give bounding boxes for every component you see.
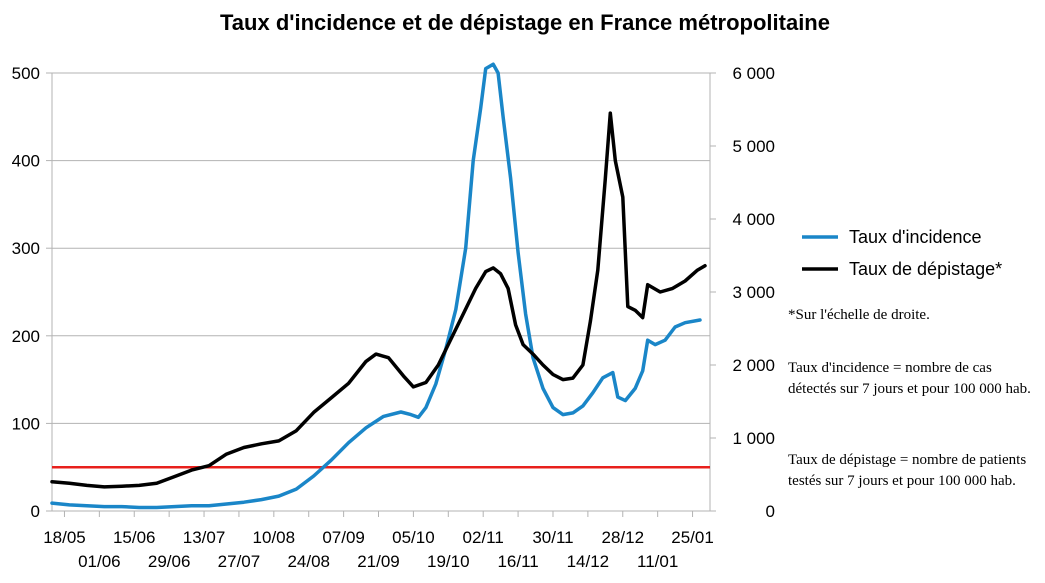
x-tick-label: 05/10 <box>392 528 435 547</box>
x-tick-label: 25/01 <box>671 528 714 547</box>
testing-definition: Taux de dépistage = nombre de patients t… <box>788 452 1027 489</box>
y-left-tick-label: 400 <box>12 152 40 171</box>
y-right-tick-label: 2 000 <box>732 356 775 375</box>
x-tick-label: 21/09 <box>357 552 400 571</box>
y-right-tick-label: 4 000 <box>732 210 775 229</box>
series-line <box>50 62 702 510</box>
y-right-tick-label: 5 000 <box>732 137 775 156</box>
x-tick-label: 18/05 <box>43 528 86 547</box>
y-right-tick-label: 1 000 <box>732 429 775 448</box>
y-right-tick-label: 6 000 <box>732 64 775 83</box>
x-tick-label: 19/10 <box>427 552 470 571</box>
x-tick-label: 15/06 <box>113 528 156 547</box>
x-tick-label: 30/11 <box>532 528 573 547</box>
incidence-definition: Taux d'incidence = nombre de cas détecté… <box>788 360 1031 397</box>
x-tick-label: 11/01 <box>637 552 678 571</box>
series-line <box>50 111 707 489</box>
x-tick-label: 24/08 <box>287 552 330 571</box>
x-tick-label: 29/06 <box>148 552 191 571</box>
x-tick-label: 10/08 <box>253 528 296 547</box>
x-tick-label: 07/09 <box>322 528 365 547</box>
x-tick-label: 02/11 <box>463 528 504 547</box>
x-tick-label: 28/12 <box>601 528 644 547</box>
x-tick-label: 01/06 <box>78 552 121 571</box>
legend-label: Taux de dépistage* <box>849 259 1002 279</box>
x-tick-label: 14/12 <box>567 552 610 571</box>
y-left-tick-label: 200 <box>12 327 40 346</box>
y-right-tick-label: 0 <box>766 502 775 521</box>
y-right-tick-label: 3 000 <box>732 283 775 302</box>
y-left-tick-label: 100 <box>12 414 40 433</box>
x-tick-label: 13/07 <box>183 528 226 547</box>
legend: Taux d'incidence Taux de dépistage* <box>802 227 1002 279</box>
y-left-tick-label: 300 <box>12 239 40 258</box>
y-left-tick-label: 0 <box>31 502 40 521</box>
y-left-tick-label: 500 <box>12 64 40 83</box>
legend-label: Taux d'incidence <box>849 227 982 247</box>
x-tick-label: 16/11 <box>497 552 538 571</box>
scale-note: *Sur l'échelle de droite. <box>788 307 930 323</box>
x-tick-label: 27/07 <box>218 552 261 571</box>
series-layer <box>50 62 707 510</box>
axes: 0 100 200 300 400 500 0 1 000 2 000 3 000 4 000 5 0… <box>12 64 775 571</box>
chart-title: Taux d'incidence et de dépistage en Fran… <box>220 10 830 35</box>
